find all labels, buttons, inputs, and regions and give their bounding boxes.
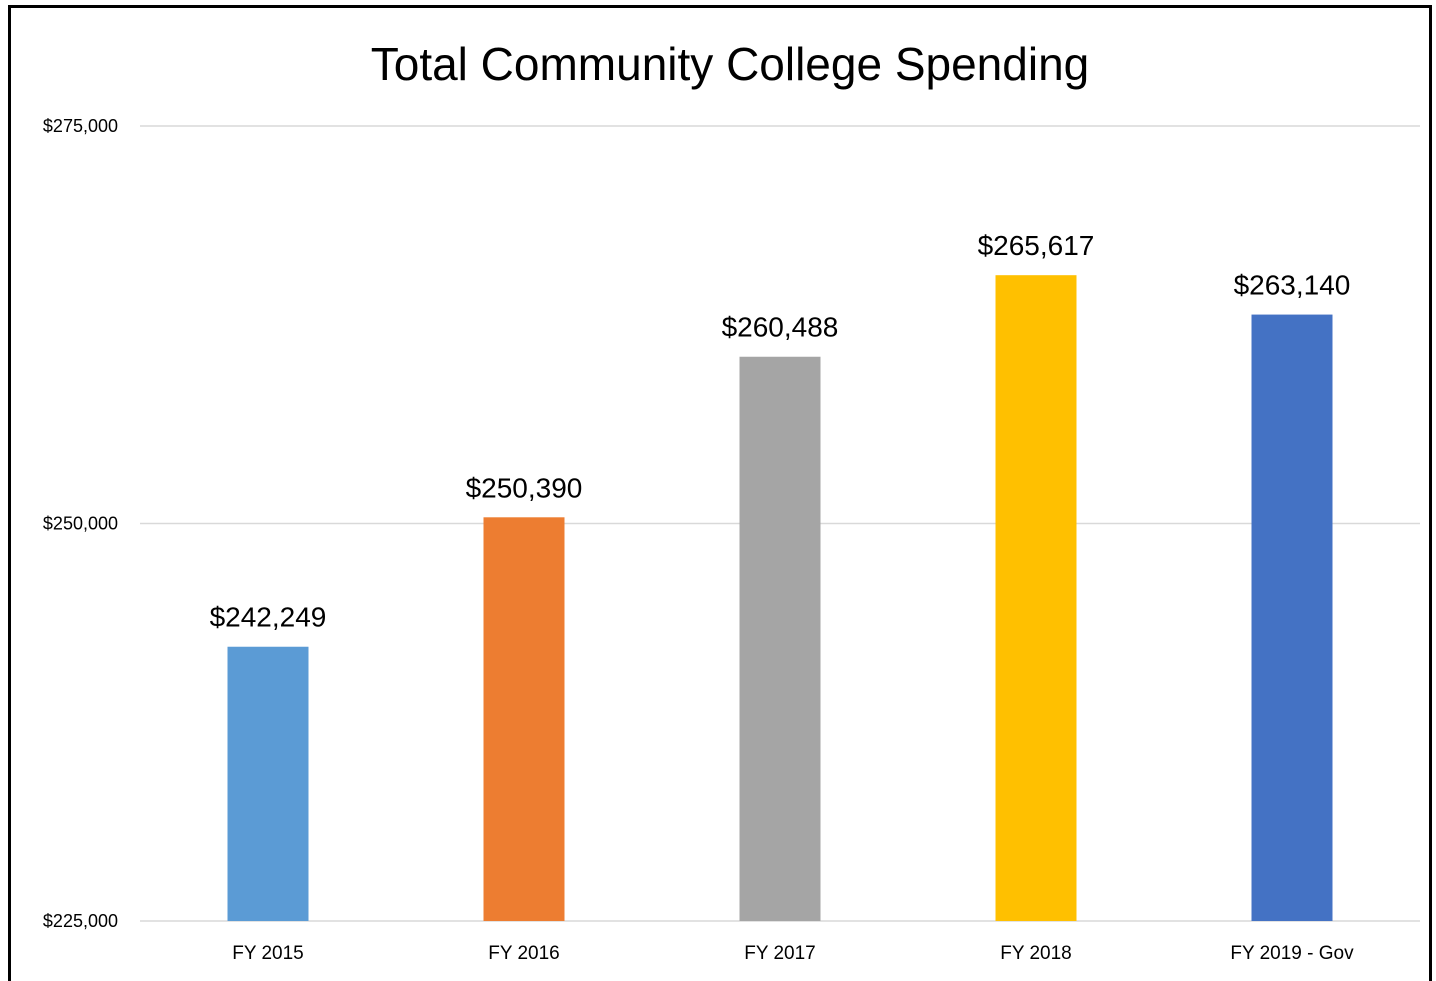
bar <box>227 646 309 921</box>
data-label: $242,249 <box>210 602 327 633</box>
x-tick-label: FY 2019 - Gov <box>1230 943 1354 964</box>
bars <box>227 275 1333 922</box>
bar <box>995 275 1077 921</box>
data-label: $260,488 <box>722 312 839 343</box>
y-tick-label: $225,000 <box>43 911 118 931</box>
bar <box>1251 314 1333 922</box>
chart-title: Total Community College Spending <box>371 38 1090 90</box>
bar <box>739 356 821 921</box>
data-label: $263,140 <box>1234 270 1351 301</box>
x-tick-label: FY 2016 <box>488 943 559 964</box>
x-tick-label: FY 2017 <box>744 943 815 964</box>
y-tick-label: $250,000 <box>43 514 118 534</box>
data-labels: $242,249 $250,390 $260,488 $265,617 $263,140 <box>210 230 1351 633</box>
x-tick-label: FY 2015 <box>232 943 303 964</box>
data-label: $250,390 <box>466 472 583 503</box>
bar <box>483 517 565 921</box>
x-tick-label: FY 2018 <box>1000 943 1071 964</box>
y-tick-label: $275,000 <box>43 116 118 136</box>
data-label: $265,617 <box>978 230 1095 261</box>
y-axis-ticks: $225,000 $250,000 $275,000 <box>43 116 118 931</box>
x-axis-ticks: FY 2015 FY 2016 FY 2017 FY 2018 FY 2019 - Go… <box>232 943 1354 964</box>
